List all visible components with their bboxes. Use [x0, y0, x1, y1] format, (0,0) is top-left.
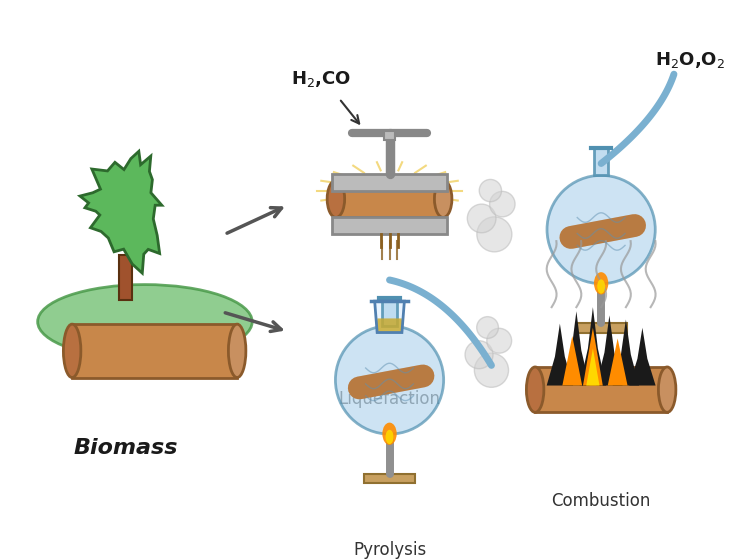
Polygon shape	[375, 301, 405, 333]
Circle shape	[335, 326, 444, 434]
Bar	[364, 473, 415, 483]
Circle shape	[547, 176, 655, 283]
Circle shape	[487, 328, 512, 353]
Polygon shape	[562, 336, 582, 386]
Circle shape	[490, 191, 515, 217]
Bar	[594, 148, 608, 176]
Circle shape	[476, 316, 498, 338]
Text: H$_2$,CO: H$_2$,CO	[292, 69, 352, 89]
Ellipse shape	[597, 280, 605, 293]
Polygon shape	[563, 311, 589, 386]
Polygon shape	[580, 307, 606, 386]
Bar	[535, 367, 667, 413]
Polygon shape	[376, 319, 403, 333]
Ellipse shape	[594, 272, 608, 295]
Bar	[332, 217, 447, 234]
Polygon shape	[613, 320, 639, 386]
Polygon shape	[586, 348, 599, 386]
Text: Pyrolysis: Pyrolysis	[353, 541, 426, 559]
Bar	[332, 174, 447, 191]
Polygon shape	[80, 151, 162, 273]
Polygon shape	[583, 328, 603, 386]
Text: H$_2$O,O$_2$: H$_2$O,O$_2$	[655, 50, 726, 70]
Ellipse shape	[64, 324, 81, 377]
Text: Gasification: Gasification	[552, 390, 650, 409]
Bar	[72, 324, 237, 377]
Circle shape	[477, 217, 512, 252]
Ellipse shape	[527, 367, 544, 413]
Ellipse shape	[228, 324, 246, 377]
Text: Combustion: Combustion	[551, 492, 651, 510]
Ellipse shape	[435, 181, 452, 217]
Text: Liquefaction: Liquefaction	[339, 390, 441, 409]
Polygon shape	[547, 324, 573, 386]
Ellipse shape	[658, 367, 676, 413]
Polygon shape	[596, 315, 622, 386]
Ellipse shape	[37, 285, 252, 359]
Bar	[576, 323, 627, 333]
Circle shape	[474, 353, 509, 387]
Ellipse shape	[385, 430, 393, 444]
Bar	[119, 255, 132, 300]
Polygon shape	[607, 339, 628, 386]
Ellipse shape	[327, 181, 345, 217]
Polygon shape	[629, 328, 655, 386]
Circle shape	[465, 341, 493, 369]
Ellipse shape	[382, 423, 396, 445]
Bar	[384, 131, 395, 140]
Bar	[382, 298, 396, 326]
Bar	[336, 181, 443, 217]
Text: Biomass: Biomass	[73, 438, 178, 458]
Circle shape	[479, 179, 501, 202]
Circle shape	[468, 204, 496, 233]
